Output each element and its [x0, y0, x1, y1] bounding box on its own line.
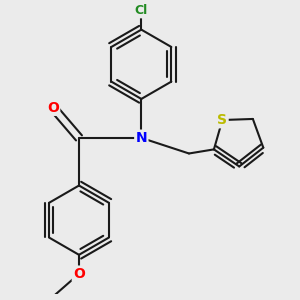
Text: S: S — [217, 113, 227, 127]
Text: Cl: Cl — [135, 4, 148, 17]
Text: O: O — [47, 100, 59, 115]
Text: O: O — [73, 267, 85, 281]
Text: N: N — [136, 131, 147, 145]
